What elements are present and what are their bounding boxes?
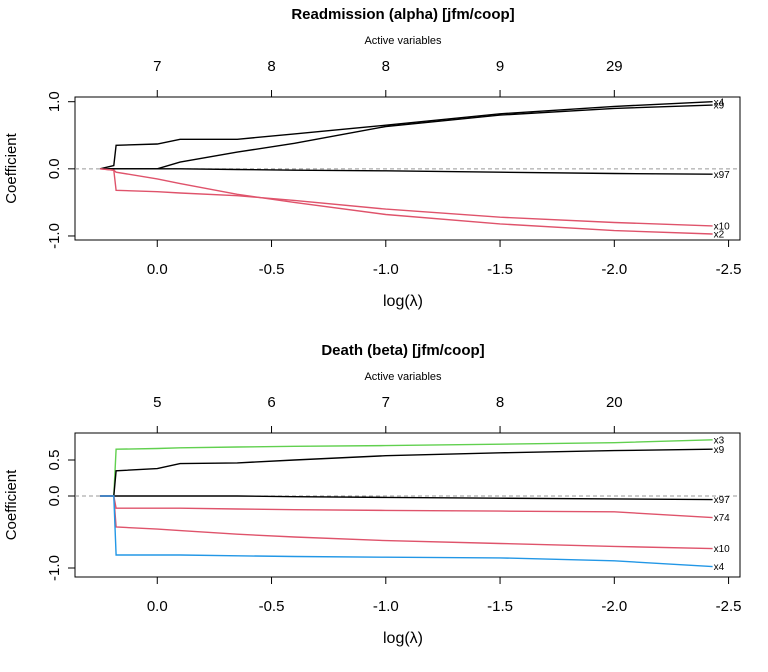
x-tick-label: -2.0 [601, 598, 627, 615]
x-tick-label: -2.5 [716, 598, 742, 615]
coef-path [100, 168, 713, 175]
y-tick-label: 0.0 [46, 486, 63, 507]
series-label: x4 [714, 97, 725, 108]
top-tick-label: 29 [606, 58, 623, 75]
x-tick-label: -2.0 [601, 261, 627, 278]
y-axis-label: Coefficient [3, 469, 20, 540]
top-tick-label: 8 [496, 394, 504, 411]
series-label: x97 [714, 170, 731, 181]
series-label: x3 [714, 435, 725, 446]
x-tick-label: -1.0 [373, 598, 399, 615]
series-label: x10 [714, 544, 731, 555]
top-tick-label: 20 [606, 394, 623, 411]
x-tick-label: -1.0 [373, 261, 399, 278]
top-tick-label: 6 [267, 394, 275, 411]
coef-path [100, 495, 713, 501]
y-tick-label: 1.0 [46, 91, 63, 112]
y-tick-label: 0.5 [46, 450, 63, 471]
top-tick-label: 7 [153, 58, 161, 75]
y-tick-label: 0.0 [46, 158, 63, 179]
x-tick-label: 0.0 [147, 598, 168, 615]
series-label: x10 [714, 222, 731, 233]
coef-path [99, 101, 713, 170]
top-axis-title: Active variables [364, 371, 442, 383]
x-tick-label: -2.5 [716, 261, 742, 278]
top-tick-label: 8 [267, 58, 275, 75]
coef-path [100, 448, 713, 497]
top-tick-label: 8 [382, 58, 390, 75]
x-tick-label: 0.0 [147, 261, 168, 278]
x-axis-label: log(λ) [383, 293, 423, 310]
top-tick-label: 9 [496, 58, 504, 75]
series-label: x74 [714, 513, 731, 524]
coef-path [100, 104, 713, 170]
x-tick-label: -0.5 [259, 598, 285, 615]
top-tick-label: 5 [153, 394, 161, 411]
chart-title: Death (beta) [jfm/coop] [321, 342, 484, 359]
top-axis-title: Active variables [364, 35, 442, 47]
coef-path [100, 495, 713, 519]
x-tick-label: -1.5 [487, 261, 513, 278]
series-label: x9 [714, 101, 725, 112]
coef-path [100, 495, 713, 550]
y-tick-label: -1.0 [46, 555, 63, 581]
series-label: x97 [714, 495, 731, 506]
coef-path [100, 495, 713, 568]
coef-path [100, 439, 713, 497]
x-tick-label: -0.5 [259, 261, 285, 278]
coef-path [100, 168, 713, 227]
top-tick-label: 7 [382, 394, 390, 411]
x-axis-label: log(λ) [383, 630, 423, 647]
y-tick-label: -1.0 [46, 223, 63, 249]
series-label: x2 [714, 230, 725, 241]
series-label: x9 [714, 445, 725, 456]
x-tick-label: -1.5 [487, 598, 513, 615]
chart-title: Readmission (alpha) [jfm/coop] [291, 6, 514, 23]
series-label: x4 [714, 562, 725, 573]
coef-path [100, 168, 713, 235]
y-axis-label: Coefficient [3, 132, 20, 203]
plot-box [74, 432, 741, 578]
